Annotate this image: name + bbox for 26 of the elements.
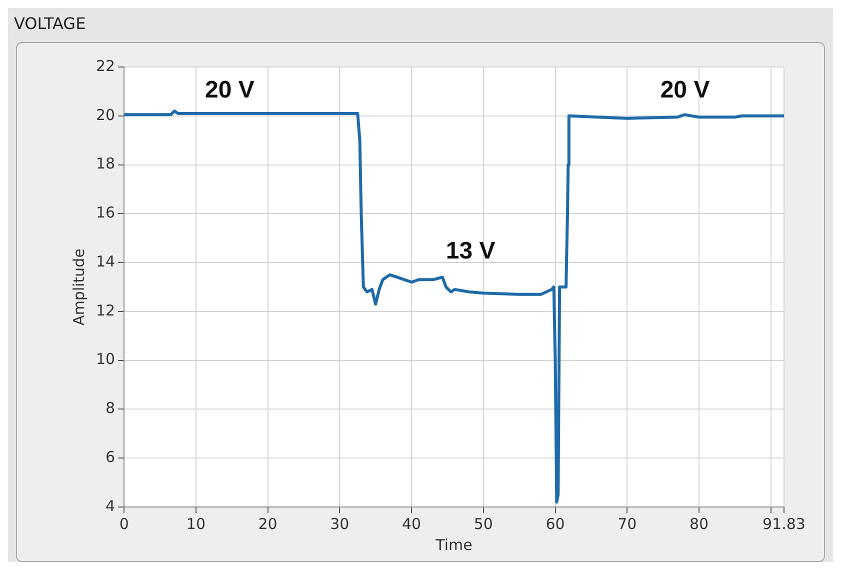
chart-title: VOLTAGE — [13, 13, 87, 35]
y-axis-title: Amplitude — [70, 248, 88, 326]
x-tick-label: 80 — [689, 514, 709, 533]
x-tick-label: 30 — [330, 514, 350, 533]
y-tick-label: 16 — [96, 204, 116, 222]
annotation: 20 V — [204, 76, 254, 104]
x-tick-label: 60 — [546, 514, 565, 533]
x-tick-label: 50 — [474, 514, 493, 533]
y-tick-label: 18 — [96, 154, 116, 173]
x-tick-label: 20 — [258, 514, 278, 533]
x-tick-label: 10 — [186, 514, 206, 533]
x-tick-label: 40 — [402, 514, 422, 533]
y-tick-label: 20 — [96, 106, 116, 124]
x-tick-label: 0 — [119, 514, 129, 533]
x-axis-title: Time — [434, 536, 472, 554]
y-tick-label: 22 — [96, 56, 116, 75]
annotation: 13 V — [446, 237, 496, 264]
y-tick-label: 14 — [96, 252, 116, 270]
annotation: 20 V — [660, 76, 710, 104]
y-tick-label: 4 — [106, 496, 116, 515]
x-tick-label: 70 — [618, 514, 637, 533]
y-tick-label: 8 — [106, 399, 116, 418]
x-tick-label: 91.83 — [762, 514, 806, 533]
y-tick-label: 6 — [106, 448, 116, 466]
y-tick-label: 10 — [96, 350, 116, 368]
y-tick-label: 12 — [96, 301, 116, 320]
